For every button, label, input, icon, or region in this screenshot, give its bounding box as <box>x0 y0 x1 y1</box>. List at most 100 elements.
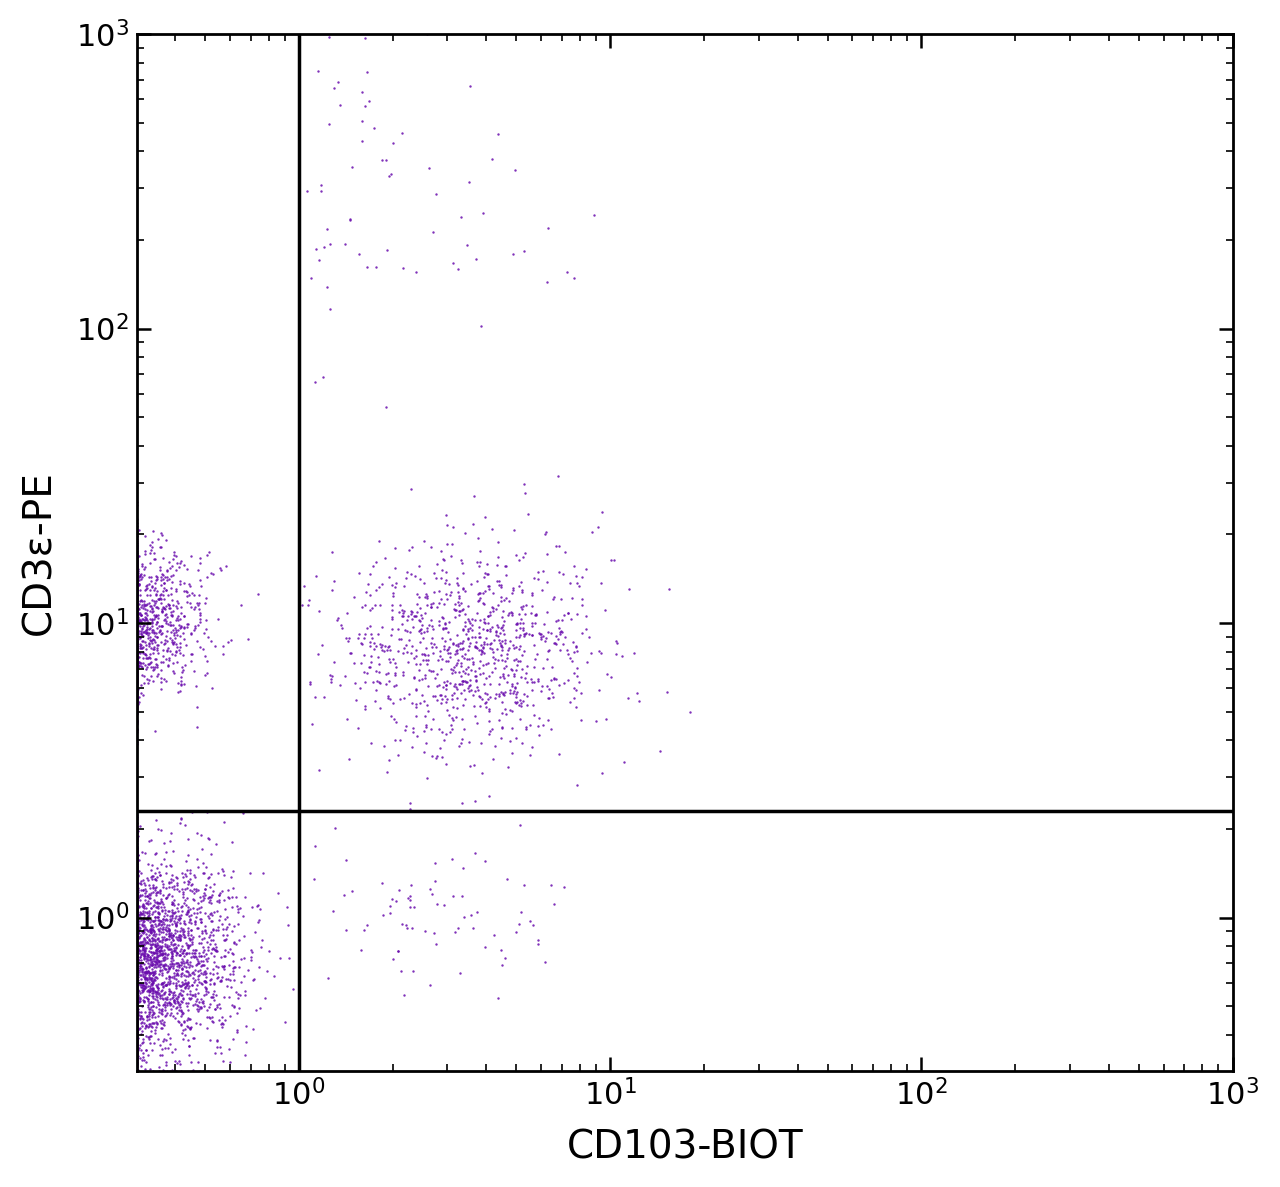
Point <box>156 1053 177 1072</box>
Point <box>212 637 233 656</box>
Point <box>127 1040 147 1059</box>
Point <box>452 674 472 693</box>
Point <box>143 912 164 931</box>
Point <box>435 573 456 592</box>
Point <box>127 932 147 951</box>
Point <box>127 604 147 623</box>
Point <box>127 563 147 582</box>
Point <box>169 996 189 1015</box>
Point <box>164 914 184 933</box>
Point <box>127 926 147 945</box>
Point <box>127 970 147 989</box>
Point <box>127 944 147 963</box>
Point <box>146 939 166 958</box>
Point <box>132 959 152 978</box>
Point <box>128 615 148 634</box>
Point <box>127 603 147 622</box>
Point <box>187 919 207 938</box>
Point <box>352 112 372 131</box>
Point <box>127 961 147 980</box>
Point <box>127 1029 147 1048</box>
Point <box>136 659 156 678</box>
Point <box>127 620 147 639</box>
Point <box>410 633 430 652</box>
Point <box>145 544 165 563</box>
Point <box>127 910 147 929</box>
Point <box>188 1053 209 1072</box>
Point <box>127 944 147 963</box>
Point <box>127 729 147 748</box>
Point <box>151 668 172 687</box>
Point <box>163 662 183 681</box>
Point <box>127 633 147 652</box>
Point <box>127 1047 147 1066</box>
Point <box>392 601 412 620</box>
Point <box>138 614 159 633</box>
Point <box>247 585 268 604</box>
Point <box>141 938 161 957</box>
Point <box>127 653 147 672</box>
Point <box>170 627 191 646</box>
Point <box>127 928 147 947</box>
Point <box>127 616 147 635</box>
Point <box>178 1009 198 1028</box>
Point <box>127 616 147 635</box>
Point <box>127 610 147 629</box>
Point <box>127 975 147 994</box>
Point <box>486 571 507 590</box>
Point <box>127 1061 147 1080</box>
Point <box>127 704 147 723</box>
Point <box>413 743 434 762</box>
Point <box>168 880 188 899</box>
Point <box>127 938 147 957</box>
Point <box>127 928 147 947</box>
Point <box>504 692 525 711</box>
Point <box>175 994 196 1013</box>
Point <box>127 945 147 964</box>
Point <box>127 897 147 916</box>
Point <box>127 910 147 929</box>
Point <box>127 563 147 582</box>
Point <box>127 901 147 920</box>
Point <box>127 610 147 629</box>
Point <box>127 571 147 590</box>
Point <box>128 1005 148 1024</box>
Point <box>127 985 147 1004</box>
Point <box>127 922 147 941</box>
Point <box>177 617 197 636</box>
Point <box>127 666 147 685</box>
Point <box>128 867 148 886</box>
Point <box>127 609 147 628</box>
Point <box>170 926 191 945</box>
Point <box>132 959 152 978</box>
Point <box>127 909 147 928</box>
Point <box>127 934 147 953</box>
Point <box>127 921 147 940</box>
Point <box>127 978 147 997</box>
Point <box>127 821 147 840</box>
Point <box>136 950 156 969</box>
Point <box>127 1061 147 1080</box>
Point <box>184 971 205 990</box>
Point <box>127 900 147 919</box>
Point <box>307 645 328 664</box>
Point <box>160 942 180 961</box>
Point <box>127 603 147 622</box>
Point <box>127 597 147 616</box>
Point <box>179 577 200 596</box>
Point <box>127 951 147 970</box>
Point <box>187 894 207 913</box>
Point <box>141 1040 161 1059</box>
Point <box>127 607 147 626</box>
Point <box>127 946 147 965</box>
Point <box>228 989 248 1008</box>
Point <box>474 609 494 628</box>
Point <box>524 569 544 588</box>
Point <box>127 923 147 942</box>
Point <box>145 633 165 652</box>
Point <box>131 586 151 605</box>
Point <box>127 927 147 946</box>
Point <box>127 951 147 970</box>
Point <box>506 685 526 704</box>
Point <box>221 630 242 649</box>
